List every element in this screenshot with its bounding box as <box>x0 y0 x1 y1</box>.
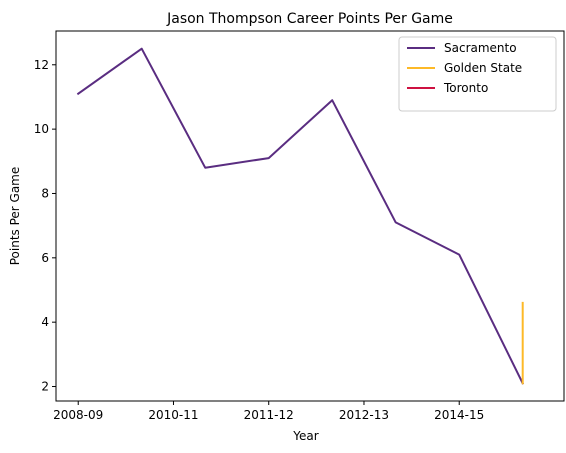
plot-frame <box>55 30 565 402</box>
legend-label-0: Sacramento <box>444 41 517 55</box>
chart-title: Jason Thompson Career Points Per Game <box>166 11 453 27</box>
legend-box <box>398 36 557 112</box>
x-tick-label: 2012-13 <box>339 408 389 422</box>
y-axis-label: Points Per Game <box>8 167 22 266</box>
x-tick-label: 2014-15 <box>434 408 484 422</box>
y-tick-label: 2 <box>41 380 49 394</box>
legend-label-1: Golden State <box>444 61 522 75</box>
x-tick-label: 2011-12 <box>244 408 294 422</box>
x-axis-label: Year <box>292 429 318 443</box>
legend: Sacramento Golden State Toronto <box>398 36 557 112</box>
y-tick-label: 10 <box>34 122 49 136</box>
x-tick-label: 2008-09 <box>53 408 103 422</box>
y-tick-label: 12 <box>34 58 49 72</box>
y-tick-label: 4 <box>41 315 49 329</box>
series-line-0 <box>76 47 525 385</box>
y-tick-label: 8 <box>41 186 49 200</box>
legend-label-2: Toronto <box>443 81 488 95</box>
y-tick-label: 6 <box>41 251 49 265</box>
x-tick-label: 2010-11 <box>148 408 198 422</box>
